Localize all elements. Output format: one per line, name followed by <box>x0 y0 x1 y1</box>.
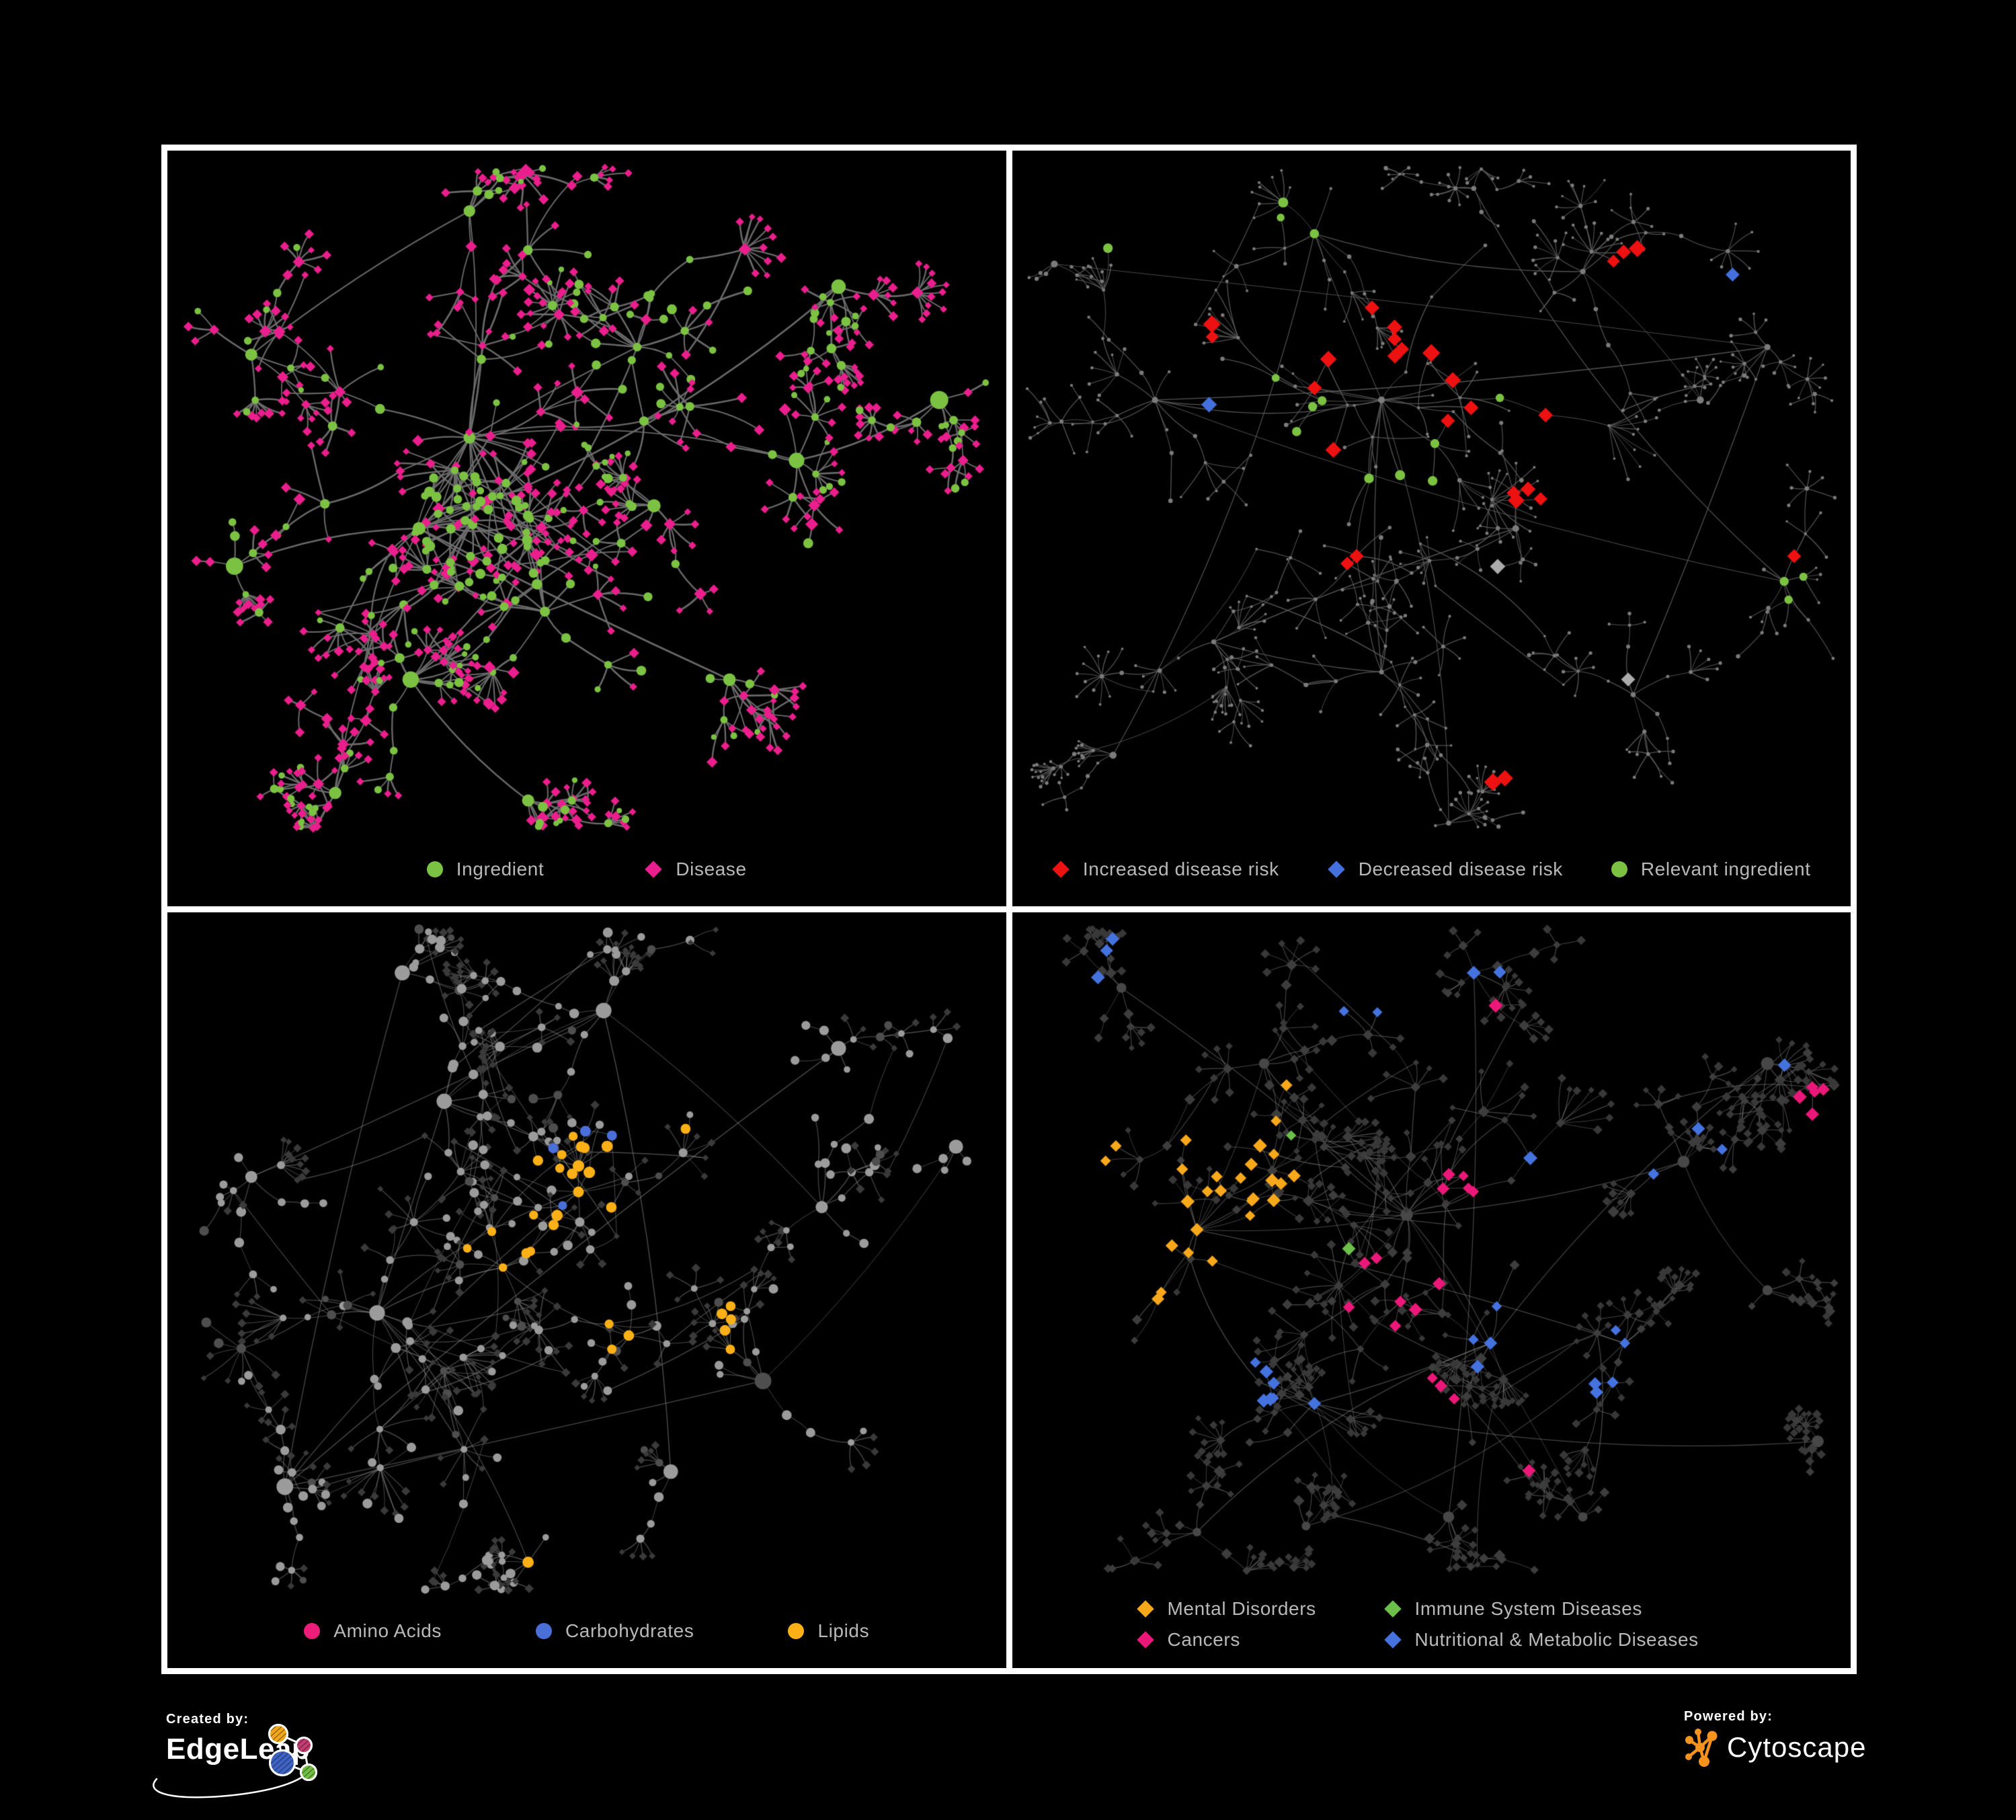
edgeleap-logo-icon <box>268 1724 317 1781</box>
legend-label: Immune System Diseases <box>1414 1598 1642 1619</box>
legend-disease-risk: Increased disease risk Decreased disease … <box>1012 859 1851 880</box>
legend-ingredient-disease: Ingredient Disease <box>167 859 1006 880</box>
legend-label: Decreased disease risk <box>1358 859 1563 879</box>
legend-label: Disease <box>676 859 747 879</box>
legend-label: Increased disease risk <box>1082 859 1279 879</box>
circle-marker-icon <box>426 861 443 877</box>
circle-marker-icon <box>1611 861 1627 877</box>
circle-marker-icon <box>535 1623 552 1639</box>
panel-grid: Ingredient Disease Increased disease risk… <box>161 145 1857 1674</box>
legend-item-mental-disorders: Mental Disorders <box>1136 1598 1384 1620</box>
legend-item-increased-disease-risk: Increased disease risk <box>1052 859 1279 880</box>
diamond-marker-icon <box>1383 1631 1402 1649</box>
legend-item-amino-acids: Amino Acids <box>304 1620 442 1642</box>
legend-item-decreased-disease-risk: Decreased disease risk <box>1327 859 1563 880</box>
edgeleap-credit: Created by: EdgeLeap <box>153 1712 542 1798</box>
legend-label: Amino Acids <box>333 1620 442 1641</box>
cytoscape-logo-icon <box>1685 1729 1718 1767</box>
circle-marker-icon <box>304 1623 321 1639</box>
legend-item-immune-system-diseases: Immune System Diseases <box>1383 1598 1699 1620</box>
diamond-marker-icon <box>1136 1600 1154 1618</box>
legend-item-cancers: Cancers <box>1136 1629 1384 1651</box>
powered-by-label: Powered by: <box>1684 1709 1773 1724</box>
network-disease-classes[interactable] <box>1012 912 1851 1668</box>
legend-label: Mental Disorders <box>1167 1598 1316 1619</box>
legend-label: Nutritional & Metabolic Diseases <box>1414 1629 1699 1650</box>
edgeleap-swoosh <box>153 1770 310 1798</box>
legend-item-carbohydrates: Carbohydrates <box>535 1620 694 1642</box>
network-nutrient-classes[interactable] <box>167 912 1006 1668</box>
cytoscape-brand: Cytoscape <box>1684 1727 1866 1768</box>
legend-label: Ingredient <box>456 859 545 879</box>
diamond-marker-icon <box>1327 861 1345 878</box>
legend-item-disease: Disease <box>645 859 746 880</box>
legend-disease-classes: Mental Disorders Immune System Diseases Ca… <box>1136 1598 1699 1651</box>
panel-nutrient-classes: Amino Acids Carbohydrates Lipids <box>167 912 1006 1668</box>
diamond-marker-icon <box>1136 1631 1154 1649</box>
circle-marker-icon <box>788 1623 805 1639</box>
edgeleap-brand: EdgeLeap <box>153 1724 542 1798</box>
legend-item-lipids: Lipids <box>788 1620 869 1642</box>
legend-label: Lipids <box>817 1620 870 1641</box>
panel-ingredient-disease: Ingredient Disease <box>167 151 1006 906</box>
panel-disease-classes: Mental Disorders Immune System Diseases Ca… <box>1012 912 1851 1668</box>
cytoscape-wordmark: Cytoscape <box>1727 1731 1867 1763</box>
panel-disease-risk: Increased disease risk Decreased disease … <box>1012 151 1851 906</box>
legend-item-ingredient: Ingredient <box>426 859 545 880</box>
legend-nutrient-classes: Amino Acids Carbohydrates Lipids <box>167 1620 1006 1642</box>
diamond-marker-icon <box>1052 861 1070 878</box>
network-ingredient-disease[interactable] <box>167 151 1006 906</box>
legend-label: Cancers <box>1167 1629 1240 1650</box>
legend-item-relevant-ingredient: Relevant ingredient <box>1611 859 1811 880</box>
legend-label: Carbohydrates <box>565 1620 694 1641</box>
created-by-label: Created by: <box>166 1712 249 1727</box>
cytoscape-credit: Powered by: Cytoscape <box>1684 1709 1866 1768</box>
legend-label: Relevant ingredient <box>1640 859 1811 879</box>
diamond-marker-icon <box>645 861 663 878</box>
network-disease-risk[interactable] <box>1012 151 1851 906</box>
diamond-marker-icon <box>1383 1600 1402 1618</box>
legend-item-nutritional-metabolic-diseases: Nutritional & Metabolic Diseases <box>1383 1629 1699 1651</box>
